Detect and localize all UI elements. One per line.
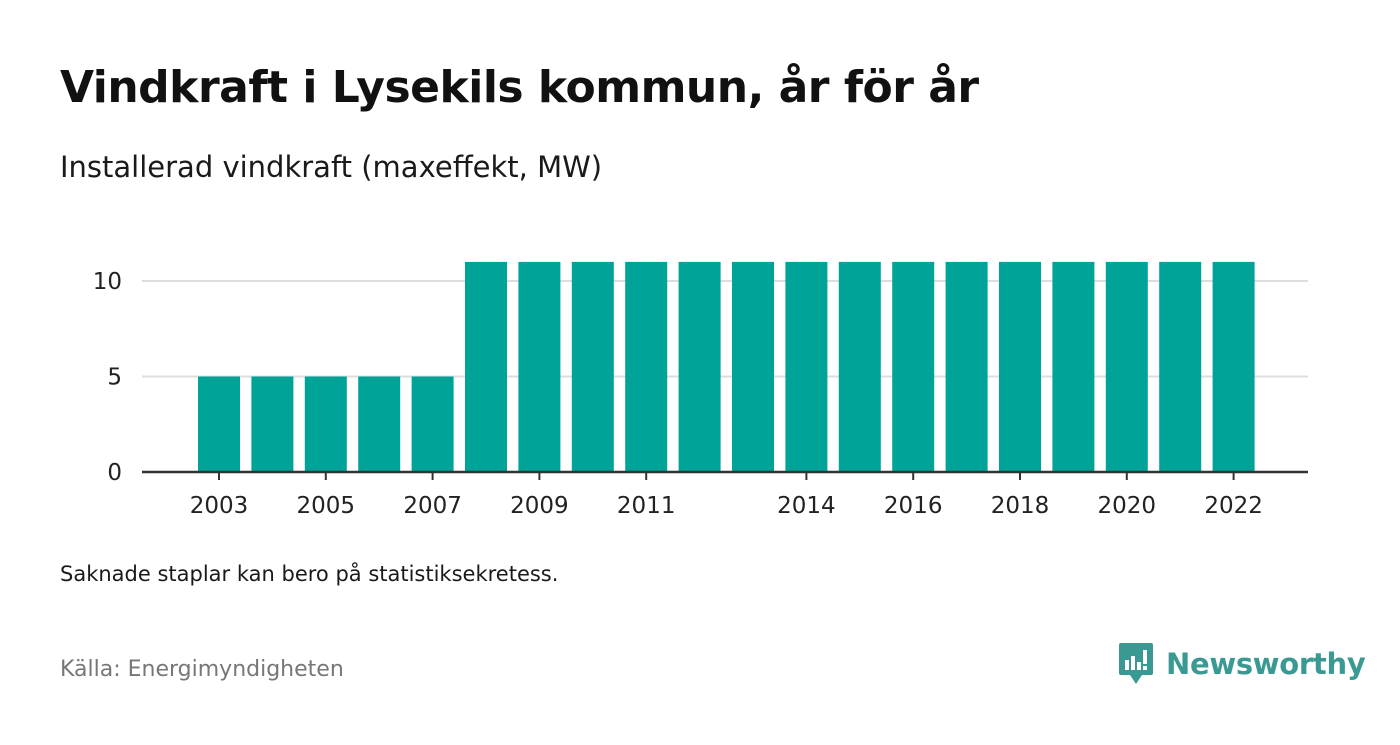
x-tick-label: 2011 [617, 493, 676, 519]
bar-2003[interactable] [198, 376, 240, 473]
x-tick-label: 2007 [403, 493, 462, 519]
bar-2009[interactable] [518, 261, 561, 472]
x-tick-label: 2022 [1204, 493, 1263, 519]
bar-2016[interactable] [892, 261, 935, 472]
chart-subtitle: Installerad vindkraft (maxeffekt, MW) [60, 150, 603, 184]
x-tick-label: 2016 [884, 493, 943, 519]
x-tick-label: 2005 [297, 493, 356, 519]
bar-2017[interactable] [945, 261, 988, 472]
bar-2019[interactable] [1052, 261, 1095, 472]
bar-2022[interactable] [1212, 261, 1255, 472]
newsworthy-logo-icon [1119, 643, 1153, 684]
chart-title: Vindkraft i Lysekils kommun, år för år [60, 62, 979, 113]
x-tick-label: 2014 [777, 493, 836, 519]
x-tick-label: 2003 [190, 493, 249, 519]
bar-2004[interactable] [251, 376, 294, 473]
bar-2020[interactable] [1105, 261, 1148, 472]
brand-name: Newsworthy [1166, 647, 1366, 681]
y-tick-label: 0 [107, 460, 122, 486]
bar-2018[interactable] [999, 261, 1041, 472]
bar-2007[interactable] [411, 376, 454, 473]
bar-2011[interactable] [625, 261, 668, 472]
bar-2010[interactable] [571, 261, 614, 472]
bar-2006[interactable] [358, 376, 401, 473]
bar-2021[interactable] [1159, 261, 1202, 472]
footnote: Saknade staplar kan bero på statistiksek… [60, 562, 559, 586]
x-tick-label: 2009 [510, 493, 569, 519]
x-tick-label: 2018 [991, 493, 1050, 519]
bar-2005[interactable] [304, 376, 347, 473]
brand-logo[interactable]: Newsworthy [1118, 640, 1366, 688]
x-tick-label: 2020 [1098, 493, 1157, 519]
y-tick-label: 10 [93, 269, 122, 295]
bar-2012[interactable] [678, 261, 721, 472]
bar-2008[interactable] [465, 261, 507, 472]
source-text: Källa: Energimyndigheten [60, 657, 344, 682]
bar-2013[interactable] [732, 261, 774, 472]
bar-2015[interactable] [838, 261, 881, 472]
bar-2014[interactable] [785, 261, 828, 472]
y-tick-label: 5 [107, 365, 122, 391]
